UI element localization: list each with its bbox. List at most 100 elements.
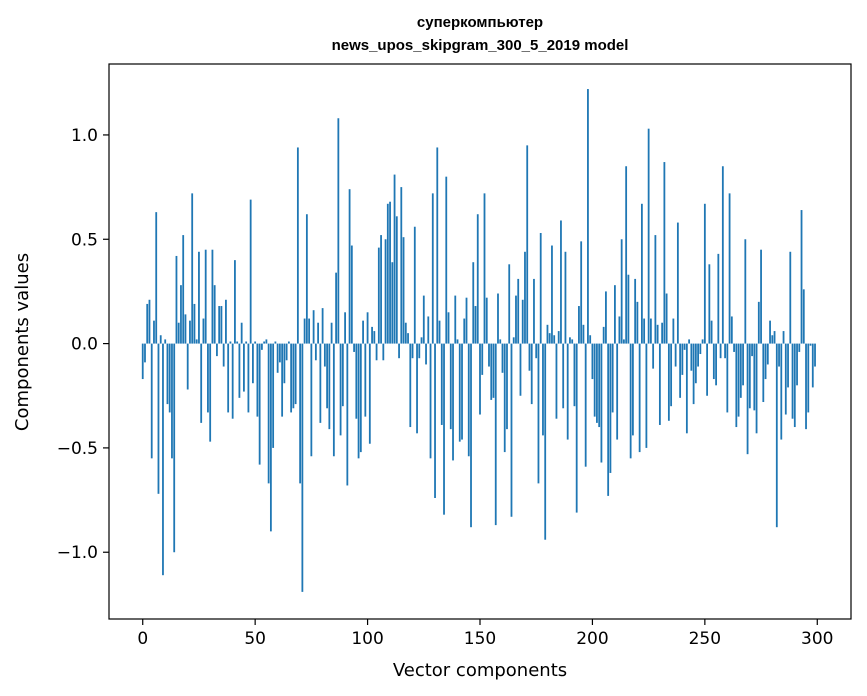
bar-component-199: [589, 335, 592, 344]
bar-component-150: [479, 343, 481, 415]
bar-component-108: [384, 239, 387, 344]
bar-component-119: [409, 343, 412, 428]
bar-component-229: [656, 324, 659, 344]
bar-component-174: [533, 278, 535, 344]
bar-component-102: [371, 326, 373, 344]
bar-component-236: [672, 318, 675, 344]
bar-component-29: [207, 343, 209, 413]
bar-component-15: [175, 255, 178, 344]
bar-component-222: [640, 203, 643, 344]
bar-component-60: [276, 343, 279, 373]
bar-component-282: [775, 343, 778, 528]
bar-component-139: [454, 295, 457, 344]
bar-component-41: [234, 260, 236, 344]
y-tick-label: 1.0: [71, 126, 98, 146]
bar-component-164: [510, 343, 513, 517]
bar-component-105: [377, 247, 380, 344]
bar-component-92: [348, 189, 351, 344]
bar-component-127: [427, 316, 430, 344]
bar-component-148: [474, 306, 477, 344]
bar-component-147: [472, 262, 475, 344]
bar-component-238: [676, 222, 679, 344]
bar-component-201: [593, 343, 596, 417]
bar-component-3: [148, 299, 151, 344]
bar-component-118: [407, 333, 409, 344]
bar-component-298: [811, 343, 814, 388]
bar-component-172: [528, 343, 531, 371]
bar-component-144: [465, 297, 468, 344]
bar-component-187: [562, 343, 565, 409]
bar-component-192: [573, 343, 576, 407]
bar-component-185: [557, 331, 560, 344]
bar-component-253: [710, 320, 713, 344]
bar-component-107: [382, 343, 385, 361]
bar-component-9: [162, 343, 164, 576]
bar-component-240: [681, 343, 684, 375]
bar-component-117: [404, 322, 407, 344]
bar-component-88: [339, 343, 342, 436]
bar-component-217: [629, 343, 632, 459]
bar-component-226: [649, 318, 652, 344]
bar-component-180: [546, 324, 549, 344]
bar-component-228: [654, 235, 657, 344]
bar-component-106: [380, 235, 382, 344]
bars-group: [141, 89, 816, 592]
bar-component-213: [620, 239, 623, 344]
bar-component-45: [243, 343, 245, 392]
bar-component-59: [274, 341, 277, 344]
bar-component-244: [690, 343, 693, 371]
bar-component-194: [578, 306, 580, 344]
bar-component-8: [159, 335, 162, 344]
bar-component-257: [719, 343, 722, 359]
bar-component-254: [712, 343, 715, 380]
y-tick-label: 0.5: [71, 230, 98, 250]
chart-title: суперкомпьютер: [417, 14, 543, 31]
y-axis-ticks: −1.0 −0.5 0.0 0.5 1.0: [57, 126, 109, 563]
bar-component-52: [258, 343, 261, 465]
bar-component-251: [706, 343, 708, 396]
bar-component-219: [634, 278, 637, 344]
bar-component-161: [503, 343, 506, 453]
bar-component-23: [193, 303, 196, 344]
bar-component-218: [632, 343, 634, 436]
bar-component-181: [548, 333, 551, 344]
bar-component-56: [267, 343, 270, 484]
bar-component-290: [793, 343, 796, 428]
bar-component-101: [368, 343, 371, 444]
bar-component-275: [760, 249, 762, 344]
bar-component-0: [141, 343, 144, 380]
bar-component-295: [805, 343, 807, 430]
bar-component-284: [780, 343, 783, 440]
bar-component-259: [724, 343, 726, 359]
bar-component-206: [605, 291, 607, 344]
bar-component-232: [663, 162, 666, 344]
bar-component-294: [802, 289, 805, 344]
bar-component-291: [796, 343, 798, 386]
bar-component-17: [180, 285, 182, 344]
bar-component-269: [746, 343, 749, 455]
bar-component-265: [737, 343, 740, 417]
bar-component-242: [685, 343, 688, 434]
bar-component-40: [231, 343, 234, 419]
bar-component-235: [670, 343, 673, 407]
bar-component-167: [517, 278, 520, 344]
bar-component-272: [753, 343, 756, 411]
bar-component-138: [452, 343, 454, 461]
bar-component-278: [766, 343, 769, 365]
bar-component-53: [261, 343, 263, 350]
bar-component-208: [609, 343, 612, 473]
bar-component-55: [265, 339, 268, 344]
bar-component-159: [499, 339, 502, 344]
bar-component-6: [155, 212, 158, 344]
bar-component-50: [254, 341, 257, 344]
bar-component-210: [614, 285, 616, 344]
bar-component-156: [492, 343, 495, 398]
bar-component-270: [748, 343, 751, 409]
bar-component-163: [508, 264, 511, 344]
bar-component-267: [742, 343, 744, 386]
bar-component-87: [337, 118, 340, 344]
bar-component-77: [314, 343, 317, 361]
bar-component-237: [674, 343, 677, 367]
bar-component-1: [144, 343, 146, 363]
bar-component-283: [778, 343, 780, 367]
